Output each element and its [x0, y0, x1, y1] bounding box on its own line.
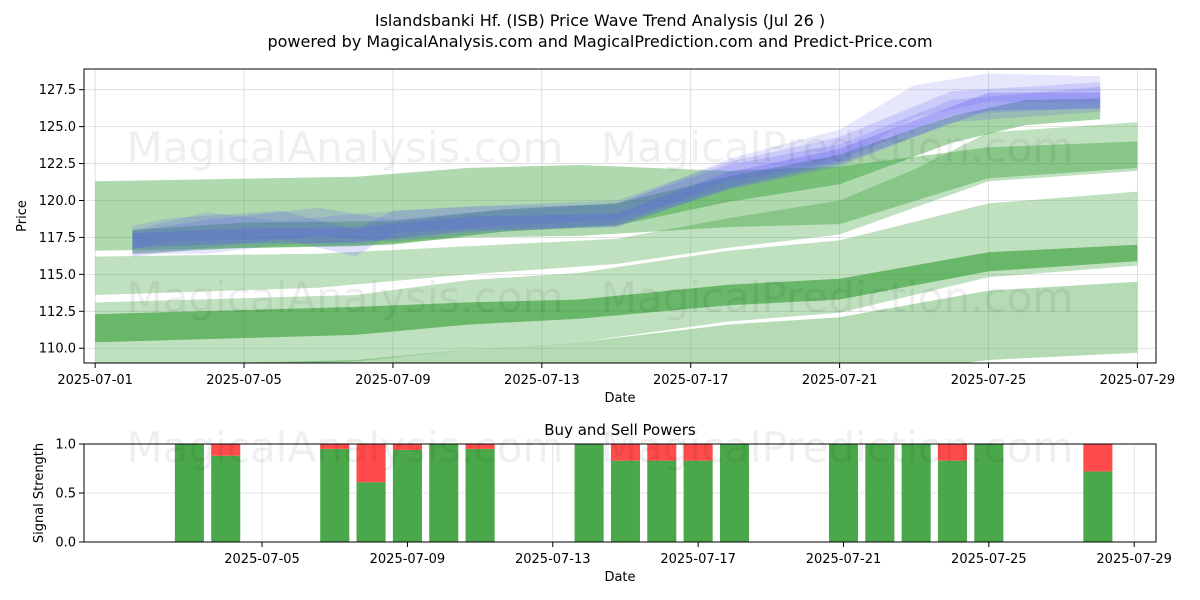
top-y-tick-label: 110.0	[39, 342, 76, 357]
green-price-band-0	[95, 141, 1138, 251]
blue-price-band-8	[132, 86, 1101, 257]
sell-bar	[683, 444, 713, 461]
top-x-tick-label: 2025-07-29	[1100, 373, 1176, 388]
top-y-ticks: 110.0 112.5 115.0 117.5 120.0 122.5 125.0 127.5	[39, 83, 84, 357]
sell-bar	[1083, 444, 1113, 472]
bottom-y-tick-label: 0.5	[55, 487, 76, 502]
green-price-band-5	[132, 98, 1101, 254]
watermark-left-top: MagicalAnalysis.com	[127, 123, 564, 172]
price-wave-chart: MagicalAnalysis.com MagicalPrediction.co…	[15, 68, 1175, 406]
green-price-band-2	[225, 281, 1138, 363]
bottom-x-tick-label: 2025-07-13	[515, 552, 591, 567]
sell-bar	[610, 444, 640, 461]
bottom-x-tick-label: 2025-07-05	[224, 552, 300, 567]
top-x-tick-label: 2025-07-17	[653, 373, 729, 388]
buy-bar	[1083, 471, 1113, 542]
signal-bars	[174, 444, 1113, 542]
watermark-left-bottom: MagicalAnalysis.com	[127, 423, 564, 472]
chart-title-line1: Islandsbanki Hf. (ISB) Price Wave Trend …	[375, 11, 825, 30]
blue-price-band-7	[132, 82, 1101, 257]
top-y-tick-label: 120.0	[39, 194, 76, 209]
buy-bar	[465, 448, 495, 542]
buy-bar	[647, 460, 677, 542]
top-y-axis-label: Price	[15, 200, 30, 232]
buy-bar	[901, 444, 931, 542]
top-x-tick-label: 2025-07-09	[355, 373, 431, 388]
bottom-y-axis-label: Signal Strength	[32, 443, 47, 543]
watermark-right-top: MagicalPrediction.com	[601, 123, 1074, 172]
bottom-x-tick-label: 2025-07-29	[1096, 552, 1172, 567]
buy-bar	[828, 444, 859, 542]
buy-bar	[974, 444, 1004, 542]
bottom-x-tick-label: 2025-07-17	[660, 552, 736, 567]
buy-bar	[719, 444, 750, 542]
sell-bar	[356, 444, 386, 483]
top-plot-frame	[83, 68, 1157, 364]
sell-bar	[465, 444, 495, 449]
top-y-tick-label: 122.5	[39, 157, 76, 172]
top-x-tick-label: 2025-07-01	[57, 373, 133, 388]
buy-bar	[683, 460, 713, 542]
blue-price-band-9	[132, 92, 1101, 248]
buy-bar	[610, 460, 640, 542]
bottom-y-ticks: 0.0 0.5 1.0	[55, 438, 84, 551]
top-y-tick-label: 112.5	[39, 305, 76, 320]
buy-bar	[392, 449, 422, 542]
top-x-tick-label: 2025-07-25	[951, 373, 1027, 388]
buy-bar	[211, 455, 241, 542]
buy-bar	[174, 444, 204, 542]
top-x-tick-label: 2025-07-05	[206, 373, 282, 388]
buy-bar	[574, 444, 604, 542]
buy-bar	[865, 444, 895, 542]
buy-bar	[356, 482, 386, 542]
sell-bar	[937, 444, 968, 461]
sell-bar	[392, 444, 422, 450]
bottom-x-tick-label: 2025-07-25	[951, 552, 1027, 567]
bottom-y-tick-label: 0.0	[55, 536, 76, 551]
sell-bar	[320, 444, 350, 449]
top-y-tick-label: 115.0	[39, 268, 76, 283]
blue-price-band-6	[132, 73, 1101, 254]
price-bands	[95, 73, 1138, 363]
bottom-y-tick-label: 1.0	[55, 438, 76, 453]
top-grid	[84, 69, 1156, 363]
buy-bar	[429, 444, 459, 542]
green-price-band-3	[95, 244, 1138, 343]
watermark-left-mid: MagicalAnalysis.com	[127, 273, 564, 322]
watermark-right-mid: MagicalPrediction.com	[601, 273, 1074, 322]
green-price-band-4	[95, 122, 1138, 295]
bottom-x-axis-label: Date	[604, 570, 635, 585]
bottom-x-tick-label: 2025-07-09	[370, 552, 446, 567]
sell-bar	[211, 444, 241, 456]
top-x-tick-label: 2025-07-21	[802, 373, 878, 388]
buy-bar	[937, 460, 968, 542]
top-y-tick-label: 117.5	[39, 231, 76, 246]
bottom-chart-title: Buy and Sell Powers	[544, 421, 696, 439]
top-y-tick-label: 127.5	[39, 83, 76, 98]
buy-bar	[320, 448, 350, 542]
top-x-axis-label: Date	[604, 391, 635, 406]
top-x-ticks: 2025-07-01 2025-07-05 2025-07-09 2025-07-13…	[57, 363, 1175, 388]
buy-sell-chart: Buy and Sell Powers MagicalAnalysis.com …	[32, 421, 1172, 585]
watermark-right-bottom: MagicalPrediction.com	[601, 423, 1074, 472]
top-x-tick-label: 2025-07-13	[504, 373, 580, 388]
top-y-tick-label: 125.0	[39, 120, 76, 135]
bottom-x-ticks: 2025-07-05 2025-07-09 2025-07-13 2025-07-17…	[224, 542, 1172, 567]
bottom-x-tick-label: 2025-07-21	[806, 552, 882, 567]
sell-bar	[647, 444, 677, 461]
chart-title-line2: powered by MagicalAnalysis.com and Magic…	[267, 32, 932, 51]
